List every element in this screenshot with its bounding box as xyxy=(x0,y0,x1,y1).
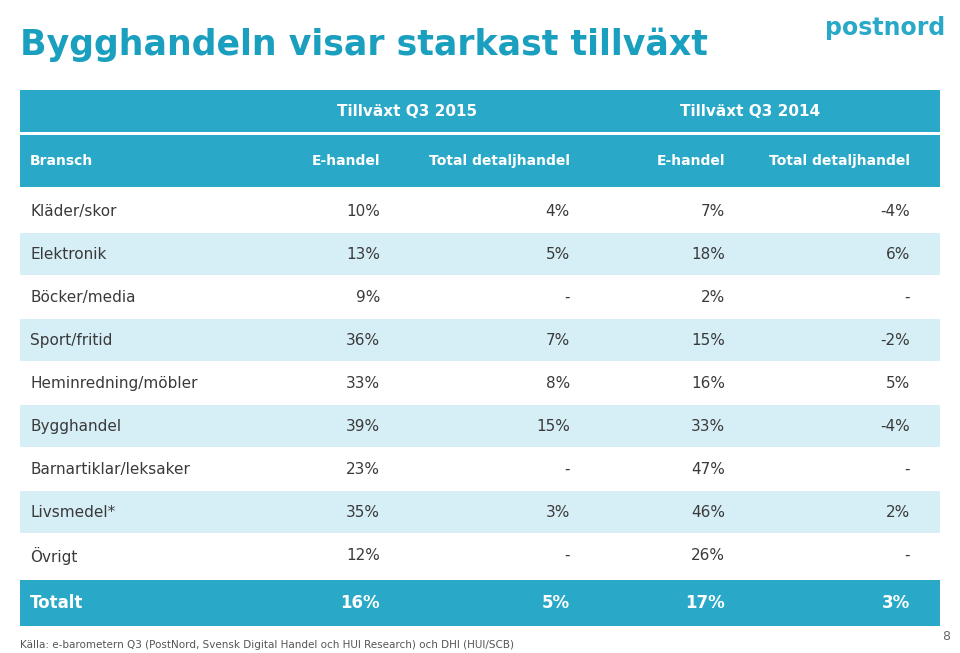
Text: 15%: 15% xyxy=(536,419,570,434)
Text: Barnartiklar/leksaker: Barnartiklar/leksaker xyxy=(30,462,190,477)
Text: Elektronik: Elektronik xyxy=(30,247,107,262)
Text: Sport/fritid: Sport/fritid xyxy=(30,333,112,348)
Text: -: - xyxy=(564,548,570,563)
Bar xyxy=(20,362,940,405)
Bar xyxy=(20,318,940,319)
Bar xyxy=(20,533,940,534)
Text: Böcker/media: Böcker/media xyxy=(30,290,135,305)
Text: -: - xyxy=(904,290,910,305)
Text: 39%: 39% xyxy=(346,419,380,434)
Text: -: - xyxy=(564,290,570,305)
Text: 7%: 7% xyxy=(701,204,725,219)
Text: Kläder/skor: Kläder/skor xyxy=(30,204,116,219)
Text: 47%: 47% xyxy=(691,462,725,477)
Text: 6%: 6% xyxy=(886,247,910,262)
Text: 8: 8 xyxy=(942,630,950,643)
Bar xyxy=(20,576,940,577)
Text: -: - xyxy=(904,462,910,477)
Text: Totalt: Totalt xyxy=(30,594,84,612)
Text: Bygghandeln visar starkast tillväxt: Bygghandeln visar starkast tillväxt xyxy=(20,28,708,62)
Text: 16%: 16% xyxy=(341,594,380,612)
Bar xyxy=(20,534,940,577)
Text: 46%: 46% xyxy=(691,505,725,520)
Text: 10%: 10% xyxy=(347,204,380,219)
Text: Heminredning/möbler: Heminredning/möbler xyxy=(30,376,198,391)
Text: Total detaljhandel: Total detaljhandel xyxy=(429,154,570,168)
Bar xyxy=(20,135,940,187)
Text: 15%: 15% xyxy=(691,333,725,348)
Bar xyxy=(20,405,940,448)
Bar xyxy=(20,233,940,276)
Text: Bygghandel: Bygghandel xyxy=(30,419,121,434)
Text: E-handel: E-handel xyxy=(657,154,725,168)
Text: 8%: 8% xyxy=(545,376,570,391)
Text: 33%: 33% xyxy=(691,419,725,434)
Text: 13%: 13% xyxy=(346,247,380,262)
Text: 17%: 17% xyxy=(685,594,725,612)
Bar xyxy=(20,319,940,362)
Text: 26%: 26% xyxy=(691,548,725,563)
Text: Tillväxt Q3 2015: Tillväxt Q3 2015 xyxy=(337,103,477,118)
Bar xyxy=(20,276,940,319)
Text: -: - xyxy=(564,462,570,477)
Text: 3%: 3% xyxy=(545,505,570,520)
Bar xyxy=(20,90,940,132)
Text: 18%: 18% xyxy=(691,247,725,262)
Bar xyxy=(20,232,940,233)
Bar xyxy=(20,580,940,626)
Text: Livsmedel*: Livsmedel* xyxy=(30,505,115,520)
Bar xyxy=(20,187,940,190)
Bar xyxy=(20,490,940,491)
Text: Källa: e-barometern Q3 (PostNord, Svensk Digital Handel och HUI Research) och DH: Källa: e-barometern Q3 (PostNord, Svensk… xyxy=(20,640,514,650)
Text: 7%: 7% xyxy=(545,333,570,348)
Bar xyxy=(20,404,940,405)
Text: 2%: 2% xyxy=(886,505,910,520)
Bar xyxy=(20,491,940,534)
Text: 4%: 4% xyxy=(545,204,570,219)
Text: Tillväxt Q3 2014: Tillväxt Q3 2014 xyxy=(680,103,820,118)
Text: 36%: 36% xyxy=(346,333,380,348)
Text: 35%: 35% xyxy=(346,505,380,520)
Text: 23%: 23% xyxy=(346,462,380,477)
Text: -: - xyxy=(904,548,910,563)
Text: -4%: -4% xyxy=(880,204,910,219)
Text: E-handel: E-handel xyxy=(311,154,380,168)
Bar xyxy=(20,447,940,448)
Bar xyxy=(20,275,940,276)
Bar xyxy=(20,361,940,362)
Text: 5%: 5% xyxy=(886,376,910,391)
Text: -2%: -2% xyxy=(880,333,910,348)
Text: 12%: 12% xyxy=(347,548,380,563)
Text: 9%: 9% xyxy=(355,290,380,305)
Text: 16%: 16% xyxy=(691,376,725,391)
Bar xyxy=(20,577,940,580)
Text: Bransch: Bransch xyxy=(30,154,93,168)
Text: Total detaljhandel: Total detaljhandel xyxy=(769,154,910,168)
Text: -4%: -4% xyxy=(880,419,910,434)
Text: postnord: postnord xyxy=(825,16,945,40)
Text: 5%: 5% xyxy=(541,594,570,612)
Text: 3%: 3% xyxy=(881,594,910,612)
Text: 2%: 2% xyxy=(701,290,725,305)
Text: Övrigt: Övrigt xyxy=(30,547,78,564)
Bar xyxy=(20,448,940,491)
Text: 5%: 5% xyxy=(545,247,570,262)
Bar xyxy=(20,132,940,135)
Bar xyxy=(20,190,940,233)
Text: 33%: 33% xyxy=(346,376,380,391)
